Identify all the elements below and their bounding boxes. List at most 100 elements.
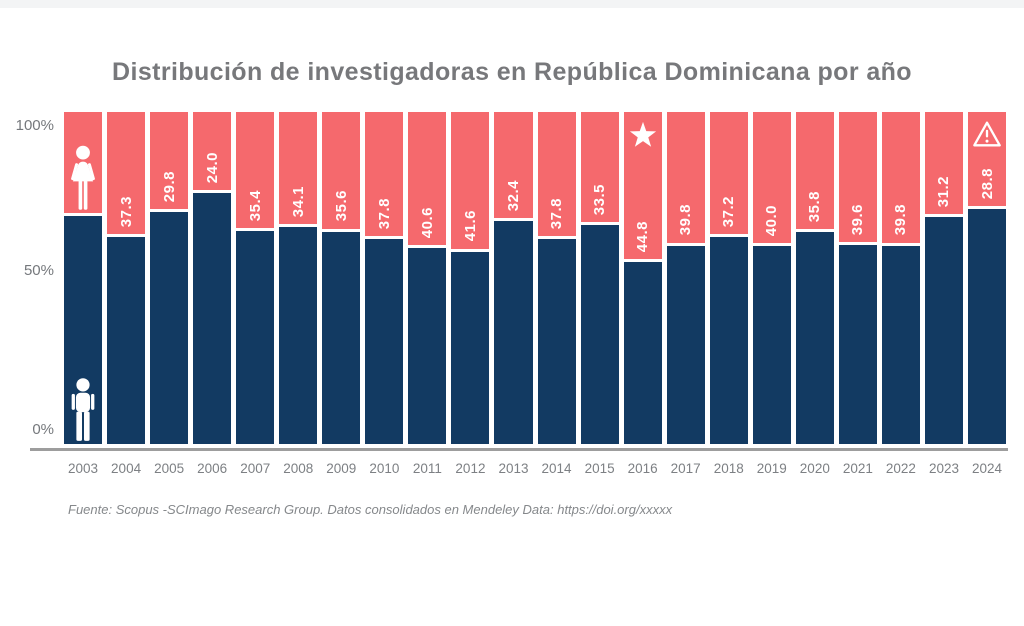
bar-2023: 31.2 <box>924 112 963 444</box>
x-tick-2024: 2024 <box>971 461 1003 476</box>
female-segment-2024: 28.8 <box>967 112 1007 207</box>
x-axis-line <box>30 448 1008 451</box>
x-tick-2022: 2022 <box>885 461 916 476</box>
x-tick-2003: 2003 <box>68 461 99 476</box>
bar-2007: 35.4 <box>236 112 275 444</box>
bar-value-wrap: 33.5 <box>581 184 619 215</box>
male-segment-2014 <box>537 238 576 444</box>
bar-2013: 32.4 <box>494 112 533 444</box>
bars-container: 37.3 29.8 24.0 35.4 34.1 35.6 37.8 40.6 41.6 32.4… <box>64 112 1007 444</box>
bar-value-wrap: 35.6 <box>322 190 360 221</box>
bar-value-wrap: 40.6 <box>408 207 446 238</box>
male-segment-2008 <box>279 226 318 444</box>
x-tick-2015: 2015 <box>584 461 615 476</box>
bar-value-wrap: 37.8 <box>365 198 403 229</box>
female-segment-2020: 35.8 <box>795 112 834 230</box>
bar-2003 <box>64 112 103 444</box>
bar-value-wrap: 37.2 <box>710 196 748 227</box>
male-segment-2010 <box>365 238 404 444</box>
bar-value-label-2005: 29.8 <box>160 171 178 203</box>
male-segment-2017 <box>666 245 705 444</box>
bar-2021: 39.6 <box>838 112 877 444</box>
male-segment-2009 <box>322 231 361 444</box>
x-axis-labels: 2003 2004 2005 2006 2007 2008 2009 2010 2011 2012… <box>64 461 1006 476</box>
female-segment-2016: 44.8 <box>623 112 662 260</box>
bar-2004: 37.3 <box>107 112 146 444</box>
bar-2014: 37.8 <box>537 112 576 444</box>
male-segment-2015 <box>580 224 619 444</box>
bar-value-wrap: 39.6 <box>839 204 877 235</box>
female-segment-2004: 37.3 <box>107 112 146 235</box>
x-tick-2007: 2007 <box>240 461 271 476</box>
x-tick-2011: 2011 <box>412 461 442 476</box>
female-segment-2007: 35.4 <box>236 112 275 229</box>
male-segment-2006 <box>193 193 232 444</box>
bar-2011: 40.6 <box>408 112 447 444</box>
bar-2008: 34.1 <box>279 112 318 444</box>
bar-value-label-2018: 37.2 <box>720 195 738 227</box>
bar-value-wrap: 40.0 <box>753 205 791 236</box>
female-segment-2023: 31.2 <box>924 112 963 215</box>
female-segment-2014: 37.8 <box>537 112 576 236</box>
female-segment-2008: 34.1 <box>279 112 318 224</box>
female-segment-2011: 40.6 <box>408 112 447 246</box>
x-tick-2020: 2020 <box>799 461 830 476</box>
bar-value-label-2021: 39.6 <box>849 203 867 235</box>
bar-2018: 37.2 <box>709 112 748 444</box>
bar-value-wrap: 37.3 <box>107 196 145 227</box>
chart-title: Distribución de investigadoras en Repúbl… <box>112 58 912 86</box>
bar-2010: 37.8 <box>365 112 404 444</box>
star-icon <box>624 120 662 149</box>
male-segment-2024 <box>967 209 1007 444</box>
female-segment-2005: 29.8 <box>150 112 189 210</box>
bar-value-wrap: 31.2 <box>925 176 963 207</box>
bar-value-label-2016: 44.8 <box>634 221 652 253</box>
female-segment-2012: 41.6 <box>451 112 490 249</box>
bar-2019: 40.0 <box>752 112 791 444</box>
x-tick-2023: 2023 <box>928 461 959 476</box>
bar-value-label-2022: 39.8 <box>892 204 910 236</box>
woman-icon <box>64 145 102 211</box>
bar-value-wrap: 24.0 <box>193 152 231 183</box>
top-border-strip <box>0 0 1024 8</box>
man-icon <box>64 378 102 442</box>
bar-2009: 35.6 <box>322 112 361 444</box>
y-tick-50: 50% <box>23 262 54 279</box>
male-segment-2013 <box>494 221 533 444</box>
x-tick-2017: 2017 <box>670 461 701 476</box>
female-segment-2003 <box>64 112 103 214</box>
male-segment-2003 <box>64 216 103 444</box>
male-segment-2021 <box>838 244 877 444</box>
x-tick-2009: 2009 <box>326 461 357 476</box>
female-segment-2017: 39.8 <box>666 112 705 243</box>
chart-area: 100% 50% 0% 37.3 29.8 24.0 35.4 34.1 35.6 37.8… <box>16 112 1008 476</box>
bar-2020: 35.8 <box>795 112 834 444</box>
bar-value-wrap: 28.8 <box>968 168 1006 199</box>
x-tick-2005: 2005 <box>154 461 185 476</box>
bar-value-label-2017: 39.8 <box>677 204 695 236</box>
x-tick-2006: 2006 <box>197 461 228 476</box>
bar-value-label-2011: 40.6 <box>418 207 436 239</box>
x-tick-2014: 2014 <box>541 461 572 476</box>
female-segment-2019: 40.0 <box>752 112 791 244</box>
bar-value-wrap: 37.8 <box>538 198 576 229</box>
bar-value-label-2012: 41.6 <box>461 210 479 242</box>
male-segment-2018 <box>709 237 748 444</box>
bar-value-label-2015: 33.5 <box>591 183 609 215</box>
bar-value-label-2014: 37.8 <box>548 197 566 229</box>
bar-value-label-2023: 31.2 <box>935 175 953 208</box>
y-tick-0: 0% <box>32 421 54 438</box>
bar-value-wrap: 35.4 <box>236 190 274 221</box>
female-segment-2015: 33.5 <box>580 112 619 222</box>
x-tick-2018: 2018 <box>713 461 744 476</box>
bar-2022: 39.8 <box>881 112 920 444</box>
bar-2012: 41.6 <box>451 112 490 444</box>
bar-value-wrap: 32.4 <box>494 180 532 211</box>
male-segment-2012 <box>451 251 490 444</box>
bar-value-label-2008: 34.1 <box>289 185 307 217</box>
female-segment-2009: 35.6 <box>322 112 361 229</box>
female-segment-2018: 37.2 <box>709 112 748 234</box>
x-tick-2019: 2019 <box>756 461 787 476</box>
male-segment-2005 <box>150 212 189 444</box>
female-segment-2010: 37.8 <box>365 112 404 236</box>
